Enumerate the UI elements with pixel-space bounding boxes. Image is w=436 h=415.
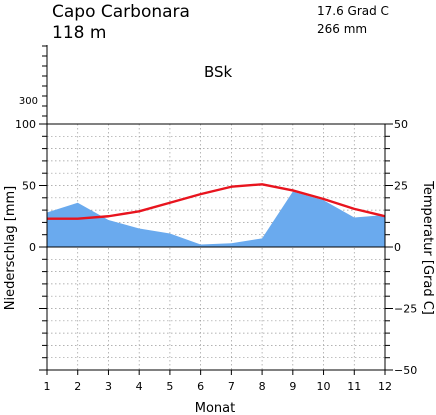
x-tick-label: 4 (136, 380, 143, 393)
x-tick-label: 7 (228, 380, 235, 393)
right-tick-label: 25 (394, 180, 408, 193)
x-tick-label: 8 (259, 380, 266, 393)
upper-tick-label: 300 (19, 96, 38, 107)
mean-temperature: 17.6 Grad C (317, 4, 389, 18)
left-axis: 100 50 0 (15, 118, 47, 371)
left-tick-label: 0 (29, 241, 36, 254)
x-tick-label: 2 (74, 380, 81, 393)
left-tick-label: 100 (15, 118, 36, 131)
x-tick-label: 9 (289, 380, 296, 393)
station-name: Capo Carbonara (52, 2, 190, 22)
upper-scale: 300 (19, 45, 48, 124)
left-tick-label: 50 (22, 180, 36, 193)
right-axis-label: Temperatur [Grad C] (420, 180, 435, 315)
x-tick-label: 10 (317, 380, 331, 393)
x-tick-label: 6 (197, 380, 204, 393)
x-axis-label: Monat (195, 401, 235, 415)
right-tick-label: 0 (394, 241, 401, 254)
x-axis: 1 2 3 4 5 6 7 8 9 10 11 12 (44, 370, 392, 393)
right-tick-label: −25 (394, 303, 417, 316)
x-tick-label: 5 (166, 380, 173, 393)
x-tick-label: 3 (105, 380, 112, 393)
station-elevation: 118 m (52, 23, 106, 43)
annual-precipitation: 266 mm (317, 22, 367, 36)
right-tick-label: −50 (394, 364, 417, 377)
temperature-line (47, 183, 386, 220)
grid (47, 124, 385, 370)
left-axis-label: Niederschlag [mm] (3, 186, 18, 311)
climate-class: BSk (204, 63, 233, 81)
right-tick-label: 50 (394, 118, 408, 131)
x-tick-label: 12 (378, 380, 392, 393)
right-axis: 50 25 0 −25 −50 (385, 118, 417, 377)
x-tick-label: 1 (44, 380, 51, 393)
x-tick-label: 11 (347, 380, 361, 393)
precipitation-area (47, 191, 385, 247)
